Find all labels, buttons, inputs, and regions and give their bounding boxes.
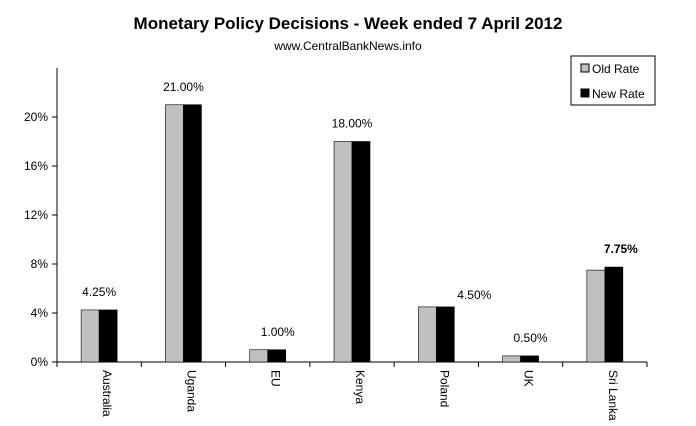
legend-label-old-rate: Old Rate <box>592 62 640 76</box>
chart-subtitle: www.CentralBankNews.info <box>273 39 422 53</box>
bar-old-rate <box>249 349 269 363</box>
bar-new-rate <box>98 309 118 363</box>
data-label: 7.75% <box>604 242 638 256</box>
x-tick-label: Poland <box>437 370 451 407</box>
data-labels-group: 4.25% 21.00% 1.00% 18.00% 4.50% 0.50% 7.75% <box>82 80 638 345</box>
data-label: 1.00% <box>261 325 295 339</box>
data-label: 4.25% <box>82 285 116 299</box>
y-tick-label: 16% <box>24 159 48 173</box>
legend-label-new-rate: New Rate <box>592 87 645 101</box>
bar-new-rate <box>183 104 202 363</box>
bar-old-rate <box>333 141 353 363</box>
y-axis: 0% 4% 8% 12% 16% 20% <box>24 68 58 369</box>
y-tick-label: 8% <box>31 257 49 271</box>
data-label: 18.00% <box>332 117 373 131</box>
y-tick-label: 4% <box>31 306 49 320</box>
bar-new-rate <box>351 141 371 363</box>
x-tick-label: Australia <box>100 370 114 417</box>
x-tick-label: Sri Lanka <box>606 370 620 421</box>
legend: Old Rate New Rate <box>570 55 656 106</box>
bars-group <box>80 104 624 363</box>
y-tick-label: 12% <box>24 208 48 222</box>
x-tick-label: EU <box>269 370 283 387</box>
bar-old-rate <box>165 104 184 363</box>
y-tick-label: 0% <box>31 355 49 369</box>
bar-new-rate <box>604 266 624 363</box>
data-label: 0.50% <box>514 331 548 345</box>
bar-old-rate <box>417 306 437 363</box>
x-tick-label: Uganda <box>184 370 198 412</box>
bar-old-rate <box>502 355 521 363</box>
bar-new-rate <box>520 355 539 363</box>
bar-new-rate <box>435 306 455 363</box>
x-tick-label: Kenya <box>353 370 367 404</box>
data-label: 21.00% <box>163 80 204 94</box>
x-axis: Australia Uganda EU Kenya Poland UK Sri Lanka <box>56 361 648 421</box>
bar-old-rate <box>586 269 606 363</box>
y-tick-label: 20% <box>24 110 48 124</box>
x-tick-label: UK <box>522 370 536 387</box>
data-label: 4.50% <box>457 288 491 302</box>
legend-swatch-new-rate <box>580 88 590 98</box>
legend-swatch-old-rate <box>580 63 590 73</box>
bar-new-rate <box>267 349 287 363</box>
chart-title: Monetary Policy Decisions - Week ended 7… <box>134 14 563 33</box>
bar-old-rate <box>80 309 100 363</box>
